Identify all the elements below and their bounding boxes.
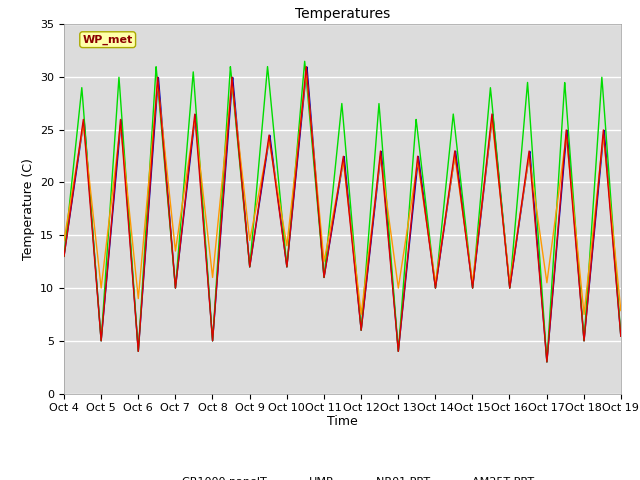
X-axis label: Time: Time <box>327 415 358 428</box>
Y-axis label: Temperature (C): Temperature (C) <box>22 158 35 260</box>
Text: WP_met: WP_met <box>83 35 133 45</box>
Legend: CR1000 panelT, HMP, NR01 PRT, AM25T PRT: CR1000 panelT, HMP, NR01 PRT, AM25T PRT <box>146 473 539 480</box>
Title: Temperatures: Temperatures <box>295 8 390 22</box>
